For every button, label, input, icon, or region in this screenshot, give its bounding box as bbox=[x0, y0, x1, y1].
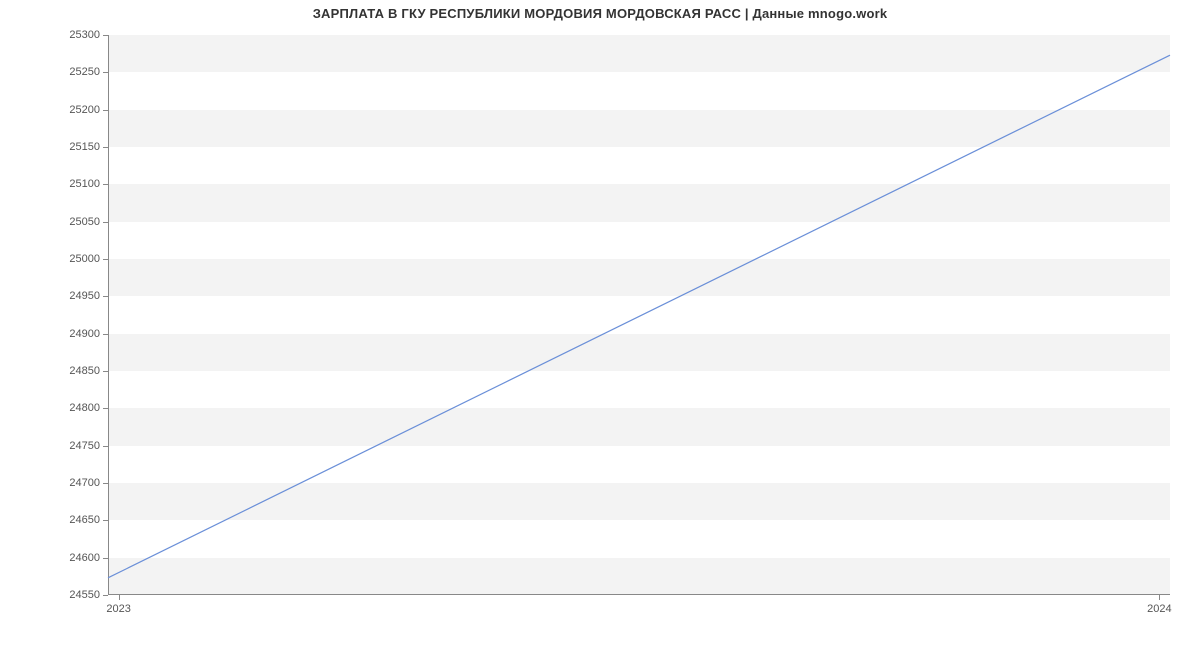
y-tick-label: 25050 bbox=[69, 216, 100, 228]
y-tick-mark bbox=[103, 35, 108, 36]
y-tick-mark bbox=[103, 334, 108, 335]
series-line bbox=[108, 55, 1170, 578]
y-tick-label: 24800 bbox=[69, 402, 100, 414]
y-tick-mark bbox=[103, 259, 108, 260]
y-tick-label: 24700 bbox=[69, 477, 100, 489]
y-tick-label: 24600 bbox=[69, 552, 100, 564]
x-tick-label: 2024 bbox=[1147, 603, 1171, 615]
y-tick-mark bbox=[103, 408, 108, 409]
y-tick-label: 25150 bbox=[69, 141, 100, 153]
y-tick-label: 24950 bbox=[69, 290, 100, 302]
y-tick-label: 24550 bbox=[69, 589, 100, 601]
plot-area: 2455024600246502470024750248002485024900… bbox=[108, 35, 1170, 595]
y-tick-label: 25000 bbox=[69, 253, 100, 265]
y-tick-mark bbox=[103, 446, 108, 447]
y-tick-mark bbox=[103, 110, 108, 111]
y-tick-label: 24850 bbox=[69, 365, 100, 377]
y-tick-mark bbox=[103, 184, 108, 185]
y-tick-label: 25200 bbox=[69, 104, 100, 116]
y-tick-label: 25300 bbox=[69, 29, 100, 41]
y-tick-mark bbox=[103, 371, 108, 372]
x-tick-mark bbox=[119, 595, 120, 600]
y-tick-mark bbox=[103, 558, 108, 559]
y-tick-mark bbox=[103, 296, 108, 297]
y-tick-mark bbox=[103, 595, 108, 596]
y-tick-label: 25100 bbox=[69, 178, 100, 190]
y-tick-label: 24750 bbox=[69, 440, 100, 452]
y-tick-mark bbox=[103, 520, 108, 521]
y-tick-mark bbox=[103, 147, 108, 148]
y-tick-mark bbox=[103, 72, 108, 73]
salary-line-chart: ЗАРПЛАТА В ГКУ РЕСПУБЛИКИ МОРДОВИЯ МОРДО… bbox=[0, 0, 1200, 650]
chart-title: ЗАРПЛАТА В ГКУ РЕСПУБЛИКИ МОРДОВИЯ МОРДО… bbox=[0, 6, 1200, 21]
y-tick-label: 24900 bbox=[69, 328, 100, 340]
x-tick-mark bbox=[1159, 595, 1160, 600]
y-tick-label: 24650 bbox=[69, 514, 100, 526]
line-series-svg bbox=[108, 35, 1170, 595]
y-tick-label: 25250 bbox=[69, 66, 100, 78]
y-tick-mark bbox=[103, 222, 108, 223]
y-tick-mark bbox=[103, 483, 108, 484]
x-tick-label: 2023 bbox=[106, 603, 130, 615]
